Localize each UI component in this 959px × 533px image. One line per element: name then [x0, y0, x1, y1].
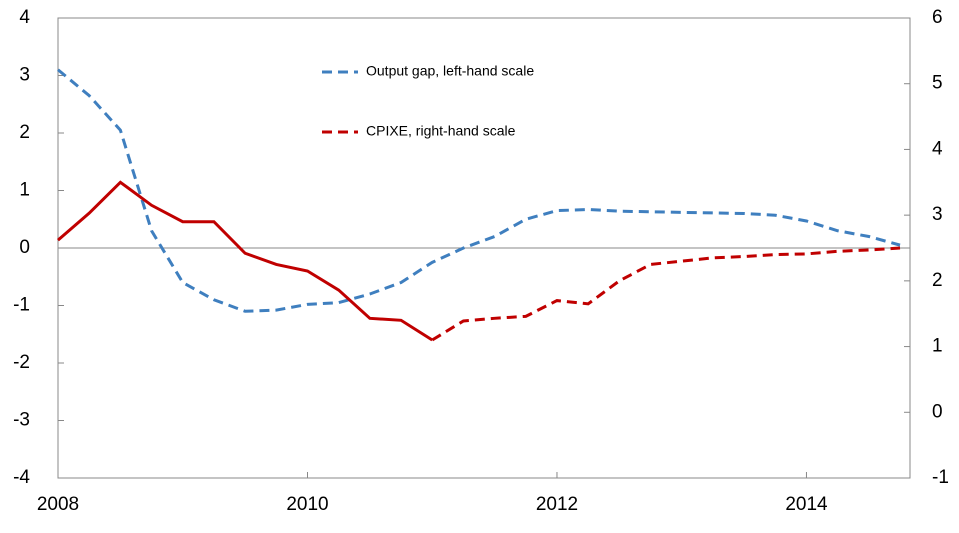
y2-tick-label: 0: [932, 401, 943, 422]
x-tick-label: 2010: [286, 494, 328, 515]
line-series: [431, 246, 901, 342]
y2-tick-label: 3: [932, 204, 943, 225]
legend-label: CPIXE, right-hand scale: [366, 123, 516, 139]
legend-label: Output gap, left-hand scale: [366, 63, 534, 79]
x-tick-label: 2014: [785, 494, 828, 515]
line-series: [57, 68, 901, 313]
y-tick-label: -3: [13, 410, 30, 431]
y-tick-label: 0: [19, 237, 30, 258]
y2-tick-label: 5: [932, 73, 943, 94]
y2-tick-label: 1: [932, 336, 943, 357]
y-tick-label: 3: [19, 65, 30, 86]
x-tick-label: 2012: [536, 494, 578, 515]
line-series: [57, 180, 434, 342]
y-tick-label: -1: [13, 295, 30, 316]
y-tick-label: -4: [13, 467, 30, 488]
y-tick-label: 2: [19, 122, 30, 143]
y-tick-label: -2: [13, 352, 30, 373]
y2-tick-label: 2: [932, 270, 943, 291]
x-tick-label: 2008: [37, 494, 79, 515]
y-tick-label: 4: [19, 7, 30, 28]
y2-tick-label: -1: [932, 467, 949, 488]
y2-tick-label: 4: [932, 138, 943, 159]
y2-tick-label: 6: [932, 7, 943, 28]
y-tick-label: 1: [19, 180, 30, 201]
